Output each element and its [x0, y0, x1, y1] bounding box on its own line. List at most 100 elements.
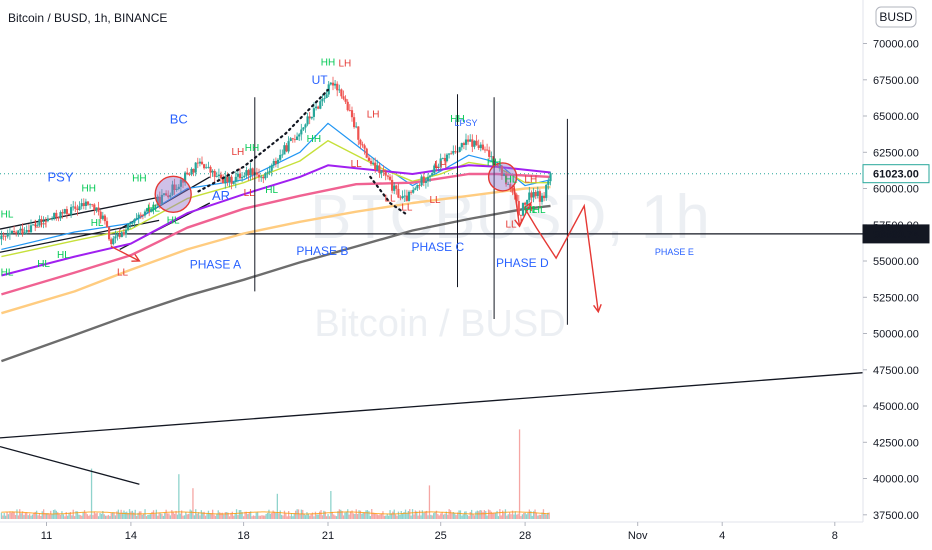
- candle-body: [496, 164, 499, 167]
- volume-bar-192: [271, 512, 273, 519]
- candle-body: [393, 185, 396, 191]
- candle-114: [241, 172, 244, 182]
- circle-bc[interactable]: [154, 175, 192, 214]
- candle-188: [397, 183, 400, 199]
- volume-bar-274: [386, 513, 388, 519]
- volume-bar-82: [116, 511, 118, 519]
- candle-254: [536, 186, 539, 199]
- volume-bar-327: [461, 515, 463, 519]
- y-tick-label-7: 55000.00: [873, 256, 919, 268]
- candle-23: [48, 218, 52, 220]
- candle-body: [255, 172, 258, 175]
- candle-body: [319, 101, 322, 109]
- volume-bar-84: [119, 512, 121, 519]
- dots-bc-ut[interactable]: [197, 88, 330, 193]
- volume-bar-240: [338, 509, 340, 519]
- candle-body: [473, 140, 476, 147]
- volume-bar-189: [266, 512, 269, 519]
- arrow-ll-left[interactable]: [110, 245, 140, 262]
- candle-57: [120, 231, 123, 238]
- volume-bar-319: [449, 510, 452, 519]
- candle-body: [103, 215, 106, 222]
- candle-194: [410, 190, 413, 195]
- volume-bar-384: [541, 512, 543, 519]
- volume-bar-163: [230, 512, 232, 519]
- annotation-hl-19: HL: [37, 259, 50, 270]
- candle-body: [127, 224, 130, 230]
- currency-button[interactable]: BUSD: [875, 6, 917, 28]
- candle-body: [517, 201, 520, 215]
- dots-decline[interactable]: [369, 175, 408, 216]
- candle-89: [188, 172, 191, 177]
- candle-body: [511, 188, 514, 193]
- volume-bar-188: [265, 514, 267, 519]
- volume-bar-294: [414, 510, 416, 519]
- candle-55: [116, 232, 119, 241]
- volume-bar-288: [406, 513, 408, 519]
- volume-bar-170: [240, 510, 242, 519]
- candle-body: [4, 235, 7, 237]
- volume-bar-5: [7, 514, 10, 519]
- candle-body: [281, 154, 284, 156]
- candle-2: [4, 235, 7, 241]
- annotation-psy-0: PSY: [47, 169, 73, 184]
- candle-10: [21, 223, 24, 237]
- candle-body: [25, 230, 28, 233]
- volume-bar-110: [155, 509, 157, 519]
- volume-bar-60: [85, 512, 87, 519]
- candle-body: [148, 208, 151, 212]
- candle-body: [498, 165, 501, 167]
- volume-bar-378: [533, 511, 535, 519]
- candle-85: [179, 176, 182, 193]
- time-axis[interactable]: 11 14 18 21 25 28 Nov 4 8: [0, 521, 863, 542]
- candle-body: [232, 182, 235, 184]
- candle-45: [95, 207, 98, 213]
- arrow-drop-1[interactable]: [513, 185, 521, 227]
- circle-phase-d[interactable]: [487, 162, 518, 192]
- y-tick-label-10: 47500.00: [873, 365, 919, 377]
- candle-63: [133, 218, 136, 228]
- volume-bar-364: [513, 514, 515, 519]
- volume-bar-300: [423, 512, 425, 519]
- candle-body: [124, 229, 128, 235]
- volume-bar-334: [471, 509, 473, 519]
- candle-26: [55, 209, 58, 221]
- x-tick-label-4: 25: [435, 530, 447, 542]
- candle-body: [196, 162, 199, 164]
- volume-bar-46: [65, 512, 67, 519]
- volume-bar-132: [186, 514, 188, 519]
- candle-body: [268, 170, 271, 173]
- volume-bar-206: [290, 513, 293, 519]
- candle-body: [467, 139, 470, 142]
- long-support[interactable]: [0, 372, 864, 439]
- volume-bar-171: [241, 512, 243, 519]
- candle-body: [17, 230, 20, 234]
- arrow-drop-2[interactable]: [518, 202, 532, 227]
- volume-bar-80: [113, 512, 115, 519]
- volume-bar-219: [309, 515, 311, 519]
- volume-bar-115: [162, 515, 164, 519]
- volume-bar-330: [465, 511, 467, 519]
- volume-bar-322: [454, 513, 456, 519]
- volume-bar-174: [245, 511, 248, 519]
- volume-bar-346: [487, 509, 490, 519]
- volume-bar-299: [421, 510, 423, 519]
- candle-237: [500, 164, 503, 180]
- volume-bar-182: [257, 512, 259, 519]
- candle-27: [57, 216, 60, 222]
- annotation-ll-38: LL: [429, 195, 441, 206]
- channel-lower[interactable]: [0, 219, 160, 253]
- ma-pink-line: [1, 172, 551, 296]
- volume-bar-358: [504, 509, 507, 519]
- forecast-path[interactable]: [524, 203, 599, 312]
- volume-bar-260: [366, 510, 369, 519]
- volume-bar-247: [348, 514, 350, 519]
- candle-12: [25, 225, 28, 235]
- channel-upper[interactable]: [0, 196, 160, 230]
- volume-bar-386: [544, 513, 546, 519]
- volume-trend[interactable]: [0, 445, 140, 485]
- volume-bar-231: [326, 516, 328, 519]
- volume-bar-96: [136, 515, 138, 519]
- candle-body: [380, 170, 383, 173]
